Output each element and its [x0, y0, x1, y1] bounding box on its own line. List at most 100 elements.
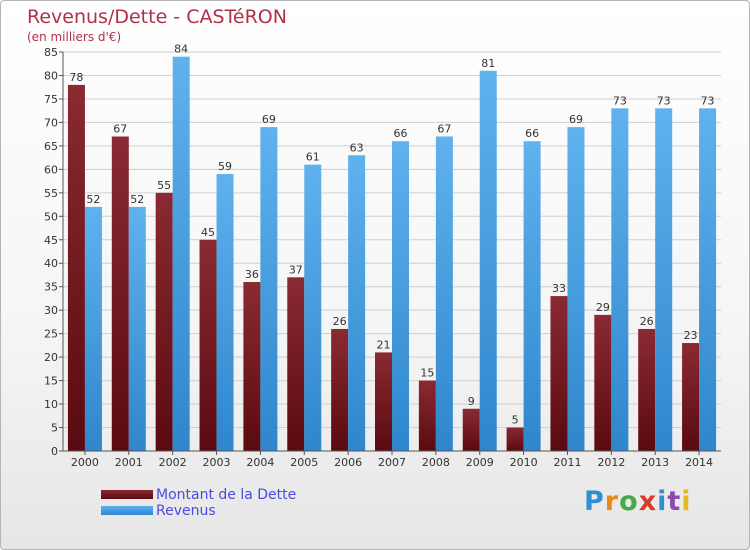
data-label-revenus: 61	[306, 151, 320, 164]
x-tick-label: 2009	[466, 456, 494, 469]
data-label-revenus: 52	[86, 193, 100, 206]
bar-dette	[199, 239, 217, 451]
y-tick-label: 15	[44, 375, 58, 388]
legend-label-revenus: Revenus	[156, 503, 216, 519]
data-label-revenus: 73	[657, 94, 671, 107]
data-label-dette: 78	[69, 71, 83, 84]
data-label-revenus: 73	[613, 94, 627, 107]
bar-revenus	[655, 108, 673, 452]
bar-dette	[682, 343, 700, 451]
bar-revenus	[172, 56, 190, 451]
y-tick-label: 30	[44, 304, 58, 317]
bar-revenus	[567, 127, 585, 451]
x-tick-label: 2001	[115, 456, 143, 469]
y-tick-label: 10	[44, 398, 58, 411]
data-label-dette: 36	[245, 268, 259, 281]
bar-revenus	[348, 155, 366, 452]
x-axis-ticks: 2000 2001 2002 2003 2004 2005 2006 2007 2008 2009…	[71, 451, 713, 469]
y-tick-label: 65	[44, 140, 58, 153]
x-tick-label: 2005	[290, 456, 318, 469]
data-label-dette: 67	[113, 122, 127, 135]
y-tick-label: 0	[51, 445, 58, 458]
x-tick-label: 2000	[71, 456, 99, 469]
bar-revenus	[435, 136, 453, 451]
data-label-revenus: 81	[481, 57, 495, 70]
bar-dette	[638, 328, 656, 451]
bar-dette	[67, 84, 85, 451]
data-label-revenus: 73	[701, 94, 715, 107]
y-tick-label: 40	[44, 257, 58, 270]
bar-dette	[462, 408, 480, 451]
y-tick-label: 20	[44, 351, 58, 364]
legend-swatch-revenus	[101, 506, 153, 515]
bar-revenus	[699, 108, 717, 452]
data-label-revenus: 63	[350, 141, 364, 154]
bar-dette	[550, 296, 568, 451]
data-label-dette: 15	[420, 367, 434, 380]
x-tick-label: 2007	[378, 456, 406, 469]
data-label-dette: 55	[157, 179, 171, 192]
bar-revenus	[128, 206, 146, 451]
bar-dette	[331, 328, 349, 451]
y-tick-label: 60	[44, 163, 58, 176]
y-tick-label: 80	[44, 69, 58, 82]
data-label-dette: 33	[552, 282, 566, 295]
data-label-dette: 23	[684, 329, 698, 342]
chart-subtitle: (en milliers d'€)	[27, 30, 122, 44]
y-tick-label: 5	[51, 422, 58, 435]
y-tick-label: 85	[44, 46, 58, 59]
bar-dette	[418, 380, 436, 451]
x-tick-label: 2008	[422, 456, 450, 469]
bar-revenus	[523, 141, 541, 451]
proxiti-logo: Proxiti	[584, 486, 692, 517]
bar-revenus	[84, 206, 102, 451]
x-tick-label: 2013	[641, 456, 669, 469]
bar-dette	[287, 277, 305, 451]
data-labels: 78 52 67 52 55 84 45 59 36 69 37 61 26 63 21 66 15 67 9 81 5…	[69, 43, 714, 427]
data-label-revenus: 69	[262, 113, 276, 126]
data-label-dette: 26	[333, 315, 347, 328]
x-tick-label: 2002	[159, 456, 187, 469]
data-label-dette: 37	[289, 263, 303, 276]
data-label-dette: 9	[468, 395, 475, 408]
y-tick-label: 35	[44, 281, 58, 294]
data-label-dette: 21	[377, 338, 391, 351]
bar-dette	[111, 136, 129, 451]
y-tick-label: 50	[44, 210, 58, 223]
bar-revenus	[392, 141, 409, 451]
bar-revenus	[304, 164, 322, 452]
x-tick-label: 2012	[597, 456, 625, 469]
bars	[67, 56, 717, 452]
data-label-revenus: 66	[394, 127, 408, 140]
data-label-dette: 26	[640, 315, 654, 328]
bar-dette	[506, 427, 524, 451]
bar-dette	[594, 314, 612, 451]
data-label-dette: 29	[596, 301, 610, 314]
bar-dette	[243, 282, 261, 451]
bar-revenus	[216, 174, 234, 451]
data-label-dette: 5	[512, 414, 519, 427]
bar-revenus	[479, 70, 497, 451]
y-axis-ticks: 0 5 10 15 20 25 30 35 40 45 50 55 60 65 70 75 80 85	[44, 46, 63, 458]
data-label-revenus: 69	[569, 113, 583, 126]
data-label-dette: 45	[201, 226, 215, 239]
legend-swatch-dette	[101, 490, 153, 499]
y-tick-label: 70	[44, 116, 58, 129]
y-tick-label: 75	[44, 93, 58, 106]
x-tick-label: 2010	[510, 456, 538, 469]
y-tick-label: 25	[44, 328, 58, 341]
y-tick-label: 45	[44, 234, 58, 247]
bar-revenus	[611, 108, 629, 452]
data-label-revenus: 52	[130, 193, 144, 206]
x-tick-label: 2011	[553, 456, 581, 469]
x-tick-label: 2003	[203, 456, 231, 469]
data-label-revenus: 84	[174, 43, 188, 56]
chart-title: Revenus/Dette - CASTéRON	[27, 6, 287, 28]
bar-dette	[155, 192, 173, 451]
bar-revenus	[260, 127, 278, 451]
bar-dette	[375, 352, 392, 451]
legend-label-dette: Montant de la Dette	[156, 487, 297, 503]
y-tick-label: 55	[44, 187, 58, 200]
